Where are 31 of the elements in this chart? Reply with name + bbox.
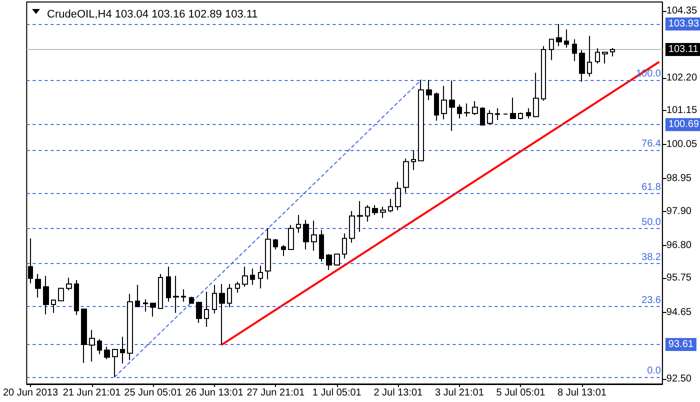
x-tick-label: 27 Jun 21:01 [246,388,305,398]
x-tick-label: 20 Jun 2013 [2,388,58,398]
x-tick-label: 3 Jul 21:01 [434,388,484,398]
y-tick-label: 100.05 [666,139,698,150]
x-tick-label: 21 Jun 21:01 [62,388,122,398]
y-tick-label: 92.50 [666,374,692,385]
x-tick-label: 1 Jul 05:01 [312,388,362,398]
y-tick-label: 94.65 [666,306,692,318]
annotation: 50.0 [642,216,662,228]
y-tick-label: 104.35 [666,6,698,17]
y-tick-label: 96.80 [666,240,692,251]
annotation: 23.6 [642,295,662,306]
y-tick-label: 98.95 [666,173,692,184]
y-tick-label: 101.15 [666,104,698,116]
x-tick-label: 26 Jun 13:01 [185,388,244,398]
ref-line-label: 100.69 [668,119,700,130]
x-tick-label: 25 Jun 05:01 [124,388,182,398]
y-tick-label: 102.20 [666,72,698,84]
annotation: 38.2 [642,252,662,263]
annotation: 76.4 [642,138,662,150]
x-tick-label: 5 Jul 05:01 [496,388,546,398]
x-tick-label: 8 Jul 13:01 [558,388,607,398]
ref-line-label: 103.11 [668,44,699,56]
annotation: 61.8 [642,182,662,193]
annotation: 0.0 [647,365,662,376]
ref-line-label: 103.93 [668,18,700,30]
x-tick-label: 2 Jul 13:01 [374,388,424,398]
ref-line-label: 93.61 [668,339,694,350]
y-tick-label: 97.90 [666,206,692,217]
y-tick-label: 95.75 [666,272,692,284]
text: CrudeOIL,H4 103.04 103.16 102.89 103.11 [47,8,258,20]
